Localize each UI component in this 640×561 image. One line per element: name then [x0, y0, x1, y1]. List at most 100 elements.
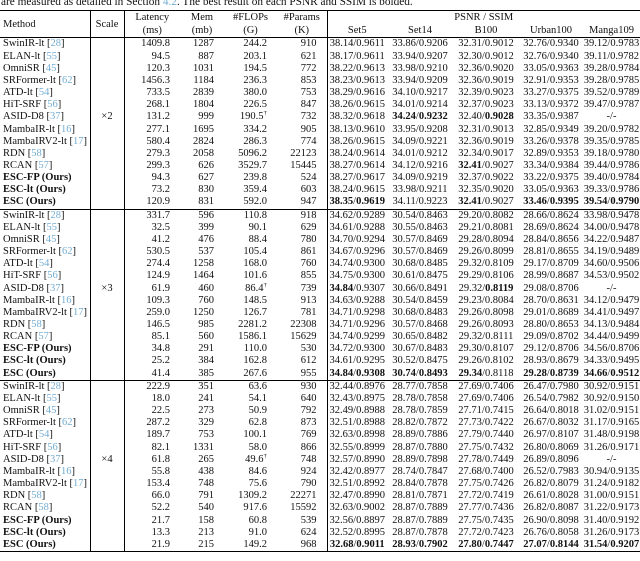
ssim-value: 0.8687 — [549, 270, 579, 282]
citation-link[interactable]: [17] — [69, 478, 88, 490]
table-row: ASID-D8 [37] ×2 131.2 999 190.5† 732 38.32/0.9… — [0, 111, 640, 124]
flops-cell: 110.8 — [224, 208, 277, 222]
psnr-ssim-cell: 38.23/0.9613 — [326, 74, 387, 88]
ssim-value: 0.9012 — [484, 50, 514, 62]
psnr-value: 30.55 — [392, 221, 416, 233]
psnr-value: 33.98 — [392, 62, 416, 74]
psnr-ssim-cell: 28.87/0.7880 — [392, 441, 448, 453]
psnr-value: 32.68 — [329, 538, 354, 550]
psnr-value: 27.72 — [458, 526, 482, 538]
citation-link[interactable]: [62] — [58, 74, 77, 86]
citation-link[interactable]: [58] — [27, 319, 46, 330]
psnr-value: 28.89 — [392, 453, 416, 465]
psnr-value: 34.44 — [583, 331, 608, 343]
psnr-value: 27.72 — [458, 490, 482, 502]
ssim-value: 0.8483 — [418, 306, 448, 318]
ssim-value: 0.9497 — [610, 306, 640, 318]
psnr-value: 29.28 — [523, 367, 547, 379]
psnr-value: 32.41 — [458, 159, 482, 171]
citation-link[interactable]: [37] — [46, 282, 64, 294]
mem-cell: 2839 — [193, 87, 214, 99]
citation-number: 56 — [47, 99, 58, 111]
citation-link[interactable]: [58] — [27, 490, 46, 502]
citation-link[interactable]: [54] — [35, 429, 53, 441]
mem-cell: 1250 — [193, 306, 214, 318]
citation-number: 55 — [46, 50, 57, 62]
citation-link[interactable]: [45] — [42, 405, 60, 417]
citation-link[interactable]: [56] — [43, 99, 62, 111]
citation-link[interactable]: [28] — [47, 38, 65, 50]
ssim-value: 0.7449 — [484, 453, 514, 465]
table-row: ELAN-lt [55] 18.0 241 54.1 640 32.43/0.8975 28… — [0, 392, 640, 406]
citation-link[interactable]: [28] — [47, 209, 65, 221]
citation-number: 17 — [73, 135, 84, 147]
method-cell: ATD-lt [54] — [3, 258, 53, 270]
citation-link[interactable]: [37] — [46, 453, 64, 465]
citation-link[interactable]: [62] — [58, 246, 77, 258]
citation-link[interactable]: [54] — [35, 258, 53, 270]
ssim-value: 0.8469 — [418, 246, 448, 258]
psnr-ssim-cell: 32.39/0.9023 — [458, 87, 514, 99]
psnr-value: 39.12 — [583, 38, 608, 50]
psnr-value: 32.52 — [329, 526, 354, 538]
psnr-value: 31.17 — [583, 417, 608, 429]
citation-link[interactable]: [62] — [58, 417, 77, 429]
ssim-value: 0.9613 — [356, 62, 385, 74]
psnr-ssim-cell: 28.87/0.7878 — [392, 526, 448, 538]
citation-link[interactable]: [57] — [34, 331, 53, 343]
citation-link[interactable]: [16] — [57, 294, 76, 306]
citation-link[interactable]: [54] — [35, 87, 53, 99]
psnr-value: 38.26 — [329, 135, 354, 147]
method-cell: HiT-SRF [56] — [3, 441, 62, 453]
citation-link[interactable]: [55] — [42, 50, 61, 62]
psnr-value: 32.31 — [458, 123, 482, 135]
mem-cell: 476 — [198, 233, 214, 245]
citation-number: 55 — [46, 392, 57, 404]
citation-link[interactable]: [28] — [47, 380, 65, 392]
citation-link[interactable]: [45] — [42, 62, 60, 74]
psnr-ssim-cell: 29.30/0.8107 — [458, 343, 514, 355]
table-row: ESC-lt (Ours) 25.2 384 162.8 612 34.61/0.9295… — [0, 355, 640, 368]
psnr-value: 29.20 — [458, 209, 482, 221]
psnr-value: 33.05 — [523, 62, 547, 74]
psnr-value: 27.71 — [458, 405, 482, 417]
ssim-value: 0.8483 — [418, 343, 448, 355]
ssim-value: 0.7422 — [484, 417, 514, 429]
citation-link[interactable]: [57] — [34, 159, 53, 171]
psnr-value: 38.29 — [329, 87, 354, 99]
psnr-value: 34.84 — [329, 282, 354, 294]
citation-link[interactable]: [16] — [57, 123, 76, 135]
psnr-value: 30.57 — [392, 319, 416, 330]
section-link[interactable]: 4.2 — [162, 0, 177, 8]
latency-cell: 274.4 — [123, 258, 180, 271]
caption-text-prefix: are measured as detailed in Section — [1, 0, 163, 8]
psnr-ssim-cell: 30.57/0.8469 — [392, 246, 448, 258]
citation-link[interactable]: [55] — [42, 392, 61, 404]
psnr-ssim-cell: 31.54/0.9207 — [583, 538, 640, 550]
method-cell: OmniSR [45] — [3, 405, 60, 417]
psnr-ssim-cell: 29.34/0.8118 — [458, 367, 514, 379]
citation-link[interactable]: [58] — [27, 147, 46, 159]
citation-link[interactable]: [37] — [46, 111, 64, 123]
psnr-value: 34.24 — [392, 111, 416, 123]
citation-number: 45 — [45, 62, 57, 74]
psnr-value: 28.69 — [523, 221, 547, 233]
ssim-value: 0.9002 — [356, 502, 385, 514]
ssim-value: 0.9395 — [549, 196, 579, 208]
psnr-value: 32.91 — [523, 74, 547, 86]
scale-cell — [89, 429, 124, 442]
psnr-ssim-cell: 39.33/0.9786 — [583, 184, 640, 196]
citation-link[interactable]: [56] — [43, 441, 62, 453]
ssim-value: 0.7902 — [418, 538, 448, 550]
citation-link[interactable]: [55] — [42, 221, 61, 233]
ssim-value: 0.9618 — [356, 111, 385, 123]
citation-link[interactable]: [17] — [69, 135, 88, 147]
citation-link[interactable]: [17] — [69, 306, 88, 318]
citation-link[interactable]: [58] — [34, 502, 53, 514]
citation-link[interactable]: [45] — [42, 233, 60, 245]
psnr-value: 32.47 — [329, 490, 354, 502]
psnr-value: 32.57 — [329, 453, 354, 465]
citation-link[interactable]: [16] — [57, 465, 76, 477]
citation-link[interactable]: [56] — [43, 270, 62, 282]
method-cell: ASID-D8 [37] — [3, 111, 64, 123]
